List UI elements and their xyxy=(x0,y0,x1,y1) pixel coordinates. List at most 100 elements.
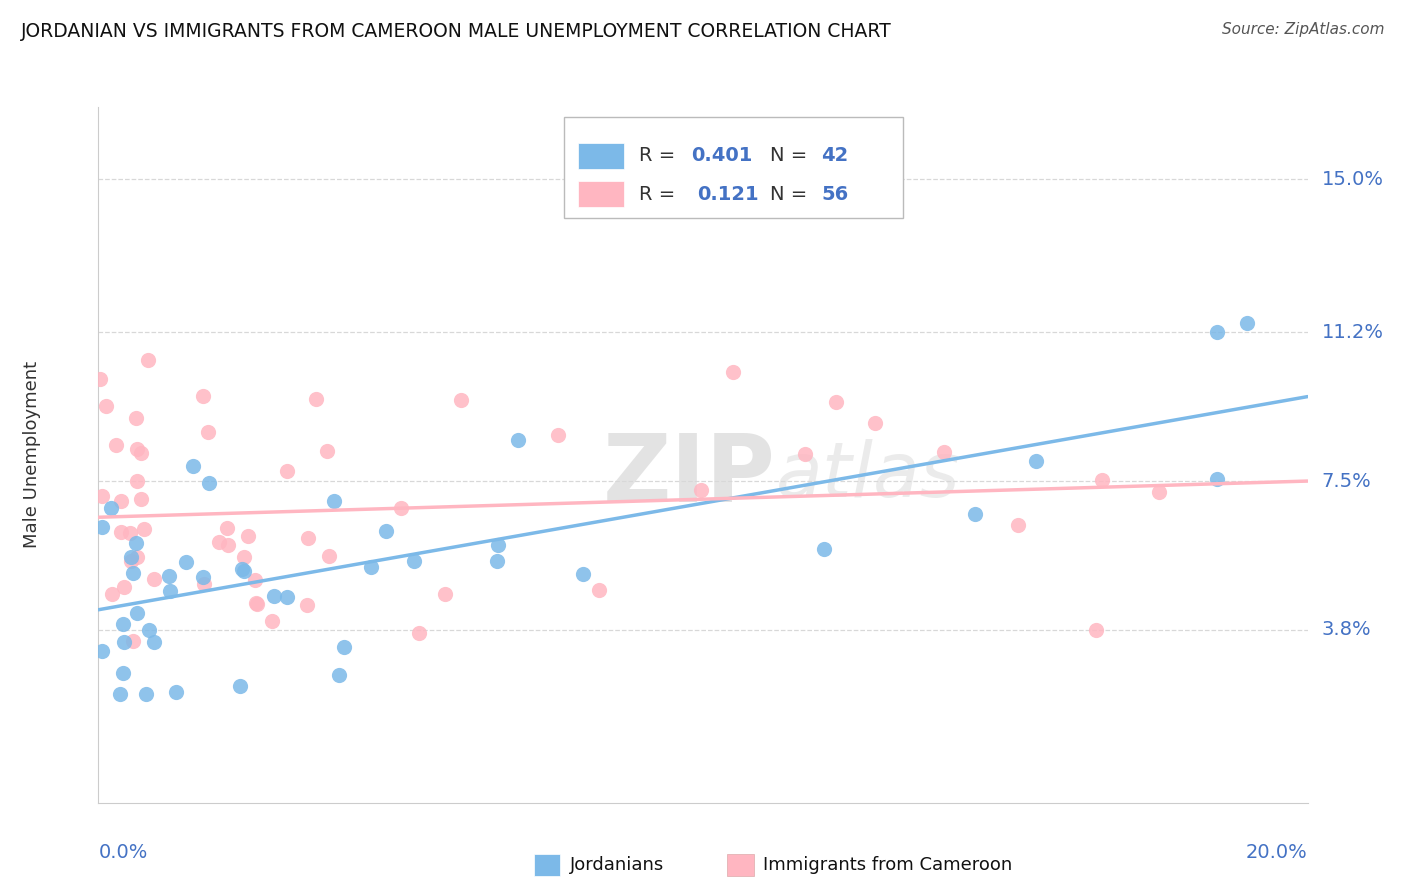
Text: 15.0%: 15.0% xyxy=(1322,170,1384,189)
Point xyxy=(932,444,955,458)
Point xyxy=(131,446,153,460)
Point xyxy=(276,591,298,605)
Point xyxy=(111,617,134,632)
Point xyxy=(547,427,569,442)
Point xyxy=(208,535,231,549)
Text: atlas: atlas xyxy=(776,439,960,513)
Point xyxy=(91,644,114,658)
Point xyxy=(260,615,283,629)
Text: 0.121: 0.121 xyxy=(697,185,759,203)
Point xyxy=(104,438,127,452)
Point xyxy=(721,366,744,380)
Point xyxy=(108,687,131,701)
Text: 42: 42 xyxy=(821,146,849,165)
Point xyxy=(215,521,238,535)
Text: Jordanians: Jordanians xyxy=(569,856,664,874)
Point xyxy=(89,372,111,386)
Point xyxy=(374,524,396,538)
Point xyxy=(112,581,135,595)
Point xyxy=(236,529,259,543)
Text: JORDANIAN VS IMMIGRANTS FROM CAMEROON MALE UNEMPLOYMENT CORRELATION CHART: JORDANIAN VS IMMIGRANTS FROM CAMEROON MA… xyxy=(21,22,891,41)
Point xyxy=(333,640,356,655)
Point xyxy=(138,624,160,638)
Point xyxy=(125,474,148,488)
Text: Source: ZipAtlas.com: Source: ZipAtlas.com xyxy=(1222,22,1385,37)
FancyBboxPatch shape xyxy=(578,181,624,207)
Point xyxy=(276,464,298,478)
Point xyxy=(101,587,124,601)
Point xyxy=(135,687,157,701)
Point xyxy=(588,582,610,597)
Text: 11.2%: 11.2% xyxy=(1322,323,1384,342)
Point xyxy=(127,606,149,620)
Point xyxy=(316,444,339,458)
Point xyxy=(295,598,318,612)
Point xyxy=(232,550,254,565)
Point xyxy=(111,666,134,681)
Point xyxy=(404,554,426,568)
Point xyxy=(328,667,350,681)
Text: R =: R = xyxy=(638,185,688,203)
FancyBboxPatch shape xyxy=(534,854,561,876)
Point xyxy=(323,494,346,508)
Point xyxy=(197,475,219,490)
Point xyxy=(110,493,132,508)
Text: N =: N = xyxy=(769,146,813,165)
Point xyxy=(100,501,122,516)
Point xyxy=(1206,472,1229,486)
Point xyxy=(825,395,848,409)
Point xyxy=(159,584,181,599)
Point xyxy=(243,574,266,588)
Point xyxy=(143,572,166,586)
Point xyxy=(94,399,117,413)
FancyBboxPatch shape xyxy=(564,118,903,219)
Point xyxy=(572,567,595,582)
Point xyxy=(1024,454,1046,468)
Point xyxy=(142,635,165,649)
Text: 0.0%: 0.0% xyxy=(98,843,148,862)
Text: Immigrants from Cameroon: Immigrants from Cameroon xyxy=(763,856,1012,874)
Point xyxy=(863,416,886,430)
Point xyxy=(1085,623,1108,637)
Point xyxy=(157,569,180,583)
Point xyxy=(122,566,145,581)
Point xyxy=(1206,325,1229,339)
Point xyxy=(90,489,112,503)
Point xyxy=(132,522,155,536)
Point xyxy=(965,508,987,522)
Point xyxy=(305,392,328,406)
Point xyxy=(813,542,835,557)
Point xyxy=(1091,473,1114,487)
Point xyxy=(125,442,148,456)
Point xyxy=(408,625,430,640)
Point xyxy=(1007,518,1029,533)
Text: 3.8%: 3.8% xyxy=(1322,620,1371,640)
Point xyxy=(120,549,142,564)
Point xyxy=(297,532,319,546)
Point xyxy=(689,483,711,497)
Point xyxy=(122,634,145,648)
Point xyxy=(110,524,132,539)
Point xyxy=(245,596,267,610)
Point xyxy=(793,447,815,461)
Text: R =: R = xyxy=(638,146,682,165)
Point xyxy=(191,570,214,584)
Point xyxy=(191,389,214,403)
Point xyxy=(129,491,152,506)
Point xyxy=(174,555,197,569)
Point xyxy=(434,587,457,601)
FancyBboxPatch shape xyxy=(578,143,624,169)
Point xyxy=(360,560,382,574)
Point xyxy=(136,353,159,368)
Point xyxy=(506,433,529,447)
Text: 20.0%: 20.0% xyxy=(1246,843,1308,862)
Point xyxy=(125,411,148,425)
Point xyxy=(127,550,149,565)
Text: Male Unemployment: Male Unemployment xyxy=(22,361,41,549)
Text: 56: 56 xyxy=(821,185,849,203)
Point xyxy=(450,392,472,407)
Point xyxy=(1236,316,1258,330)
Text: N =: N = xyxy=(769,185,813,203)
Point xyxy=(488,538,510,552)
Point xyxy=(181,459,204,474)
